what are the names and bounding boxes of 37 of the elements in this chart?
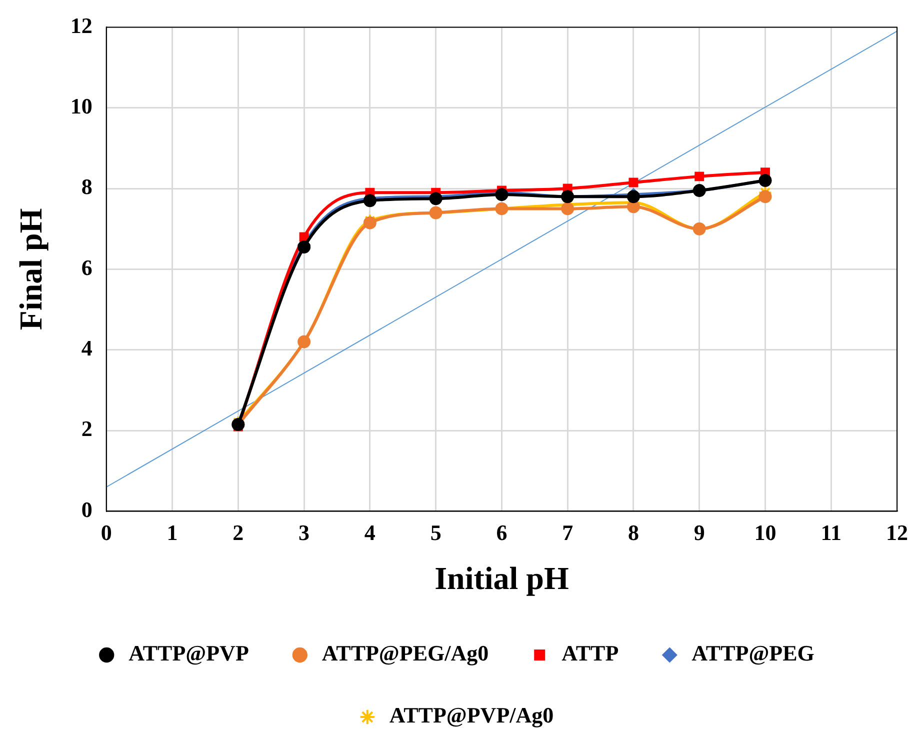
x-tick-label: 1 — [166, 520, 178, 546]
x-tick-label: 0 — [100, 520, 112, 546]
x-tick-label: 7 — [562, 520, 574, 546]
legend-label: ATTP@PEG/Ag0 — [322, 640, 489, 666]
y-tick-label: 4 — [81, 336, 92, 361]
point — [694, 172, 704, 182]
point — [626, 190, 640, 204]
x-tick-label: 2 — [232, 520, 244, 546]
legend-label: ATTP@PVP — [128, 640, 249, 666]
y-axis-title: Final pH — [12, 208, 48, 330]
x-tick-label: 4 — [364, 520, 376, 546]
y-tick-label: 8 — [81, 174, 92, 200]
point — [363, 216, 376, 230]
x-tick-label: 10 — [754, 520, 776, 546]
legend-label: ATTP@PEG — [692, 640, 814, 666]
point — [429, 192, 442, 206]
point — [758, 190, 772, 204]
x-axis-title: Initial pH — [434, 560, 569, 596]
x-tick-label: 12 — [886, 520, 908, 546]
y-tick-label: 6 — [81, 254, 92, 280]
x-tick-label: 6 — [496, 520, 508, 546]
point — [628, 178, 638, 188]
y-tick-label: 10 — [70, 94, 92, 119]
legend-label: ATTP — [562, 640, 619, 666]
point — [298, 240, 311, 254]
x-tick-label: 3 — [298, 520, 310, 546]
y-tick-label: 12 — [70, 12, 92, 38]
legend-label: ATTP@PVP/Ag0 — [389, 702, 554, 728]
x-tick-label: 8 — [628, 520, 639, 546]
y-tick-label: 0 — [81, 496, 92, 522]
x-tick-label: 11 — [820, 520, 842, 546]
y-tick-label: 2 — [81, 416, 92, 442]
x-tick-label: 5 — [430, 520, 442, 546]
point — [363, 194, 376, 208]
point — [495, 188, 508, 202]
x-tick-label: 9 — [694, 520, 705, 546]
point — [561, 202, 574, 216]
